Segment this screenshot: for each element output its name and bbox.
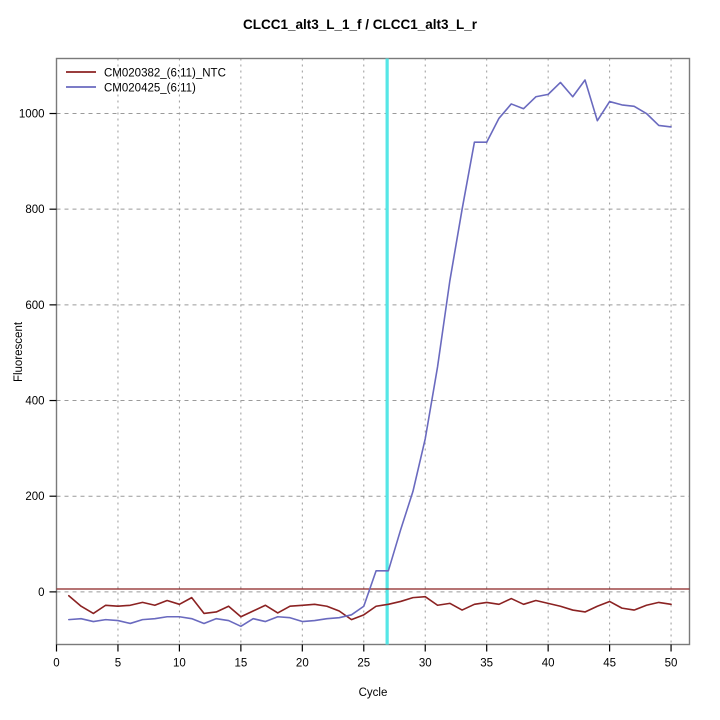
x-tick-label: 10 (173, 658, 186, 670)
x-tick-label: 0 (53, 658, 59, 670)
legend-label-1: CM020425_(6:11) (104, 83, 196, 95)
plot-frame (55, 57, 691, 646)
y-tick-label: 1000 (19, 109, 45, 121)
y-tick-label: 600 (25, 300, 44, 312)
series-line-0 (67, 594, 672, 621)
threshold-lines (56, 58, 690, 645)
page-title: CLCC1_alt3_L_1_f / CLCC1_alt3_L_r (242, 17, 478, 32)
y-tick-label: 800 (25, 204, 44, 216)
x-axis-title: Cycle (359, 687, 388, 699)
x-tick-label: 25 (357, 658, 370, 670)
series-line-1 (67, 79, 672, 628)
y-tick-label: 400 (25, 396, 44, 408)
y-tick-label: 200 (25, 491, 44, 503)
x-tick-label: 40 (542, 658, 555, 670)
y-axis-title: Fluorescent (13, 321, 25, 382)
y-tick-label: 0 (38, 587, 44, 599)
x-tick-label: 5 (115, 658, 121, 670)
grid-lines (56, 58, 690, 645)
data-series (67, 79, 672, 628)
x-tick-label: 50 (665, 658, 678, 670)
x-tick-label: 45 (603, 658, 616, 670)
legend: CM020382_(6:11)_NTC CM020425_(6:11) (66, 68, 226, 95)
x-tick-label: 15 (234, 658, 247, 670)
x-tick-label: 20 (296, 658, 309, 670)
x-tick-label: 35 (480, 658, 493, 670)
legend-label-0: CM020382_(6:11)_NTC (104, 68, 226, 80)
x-tick-label: 30 (419, 658, 432, 670)
axis-ticks: 0 5 10 15 20 25 30 35 40 45 50 0 200 400 600 800 1000 (19, 109, 678, 670)
